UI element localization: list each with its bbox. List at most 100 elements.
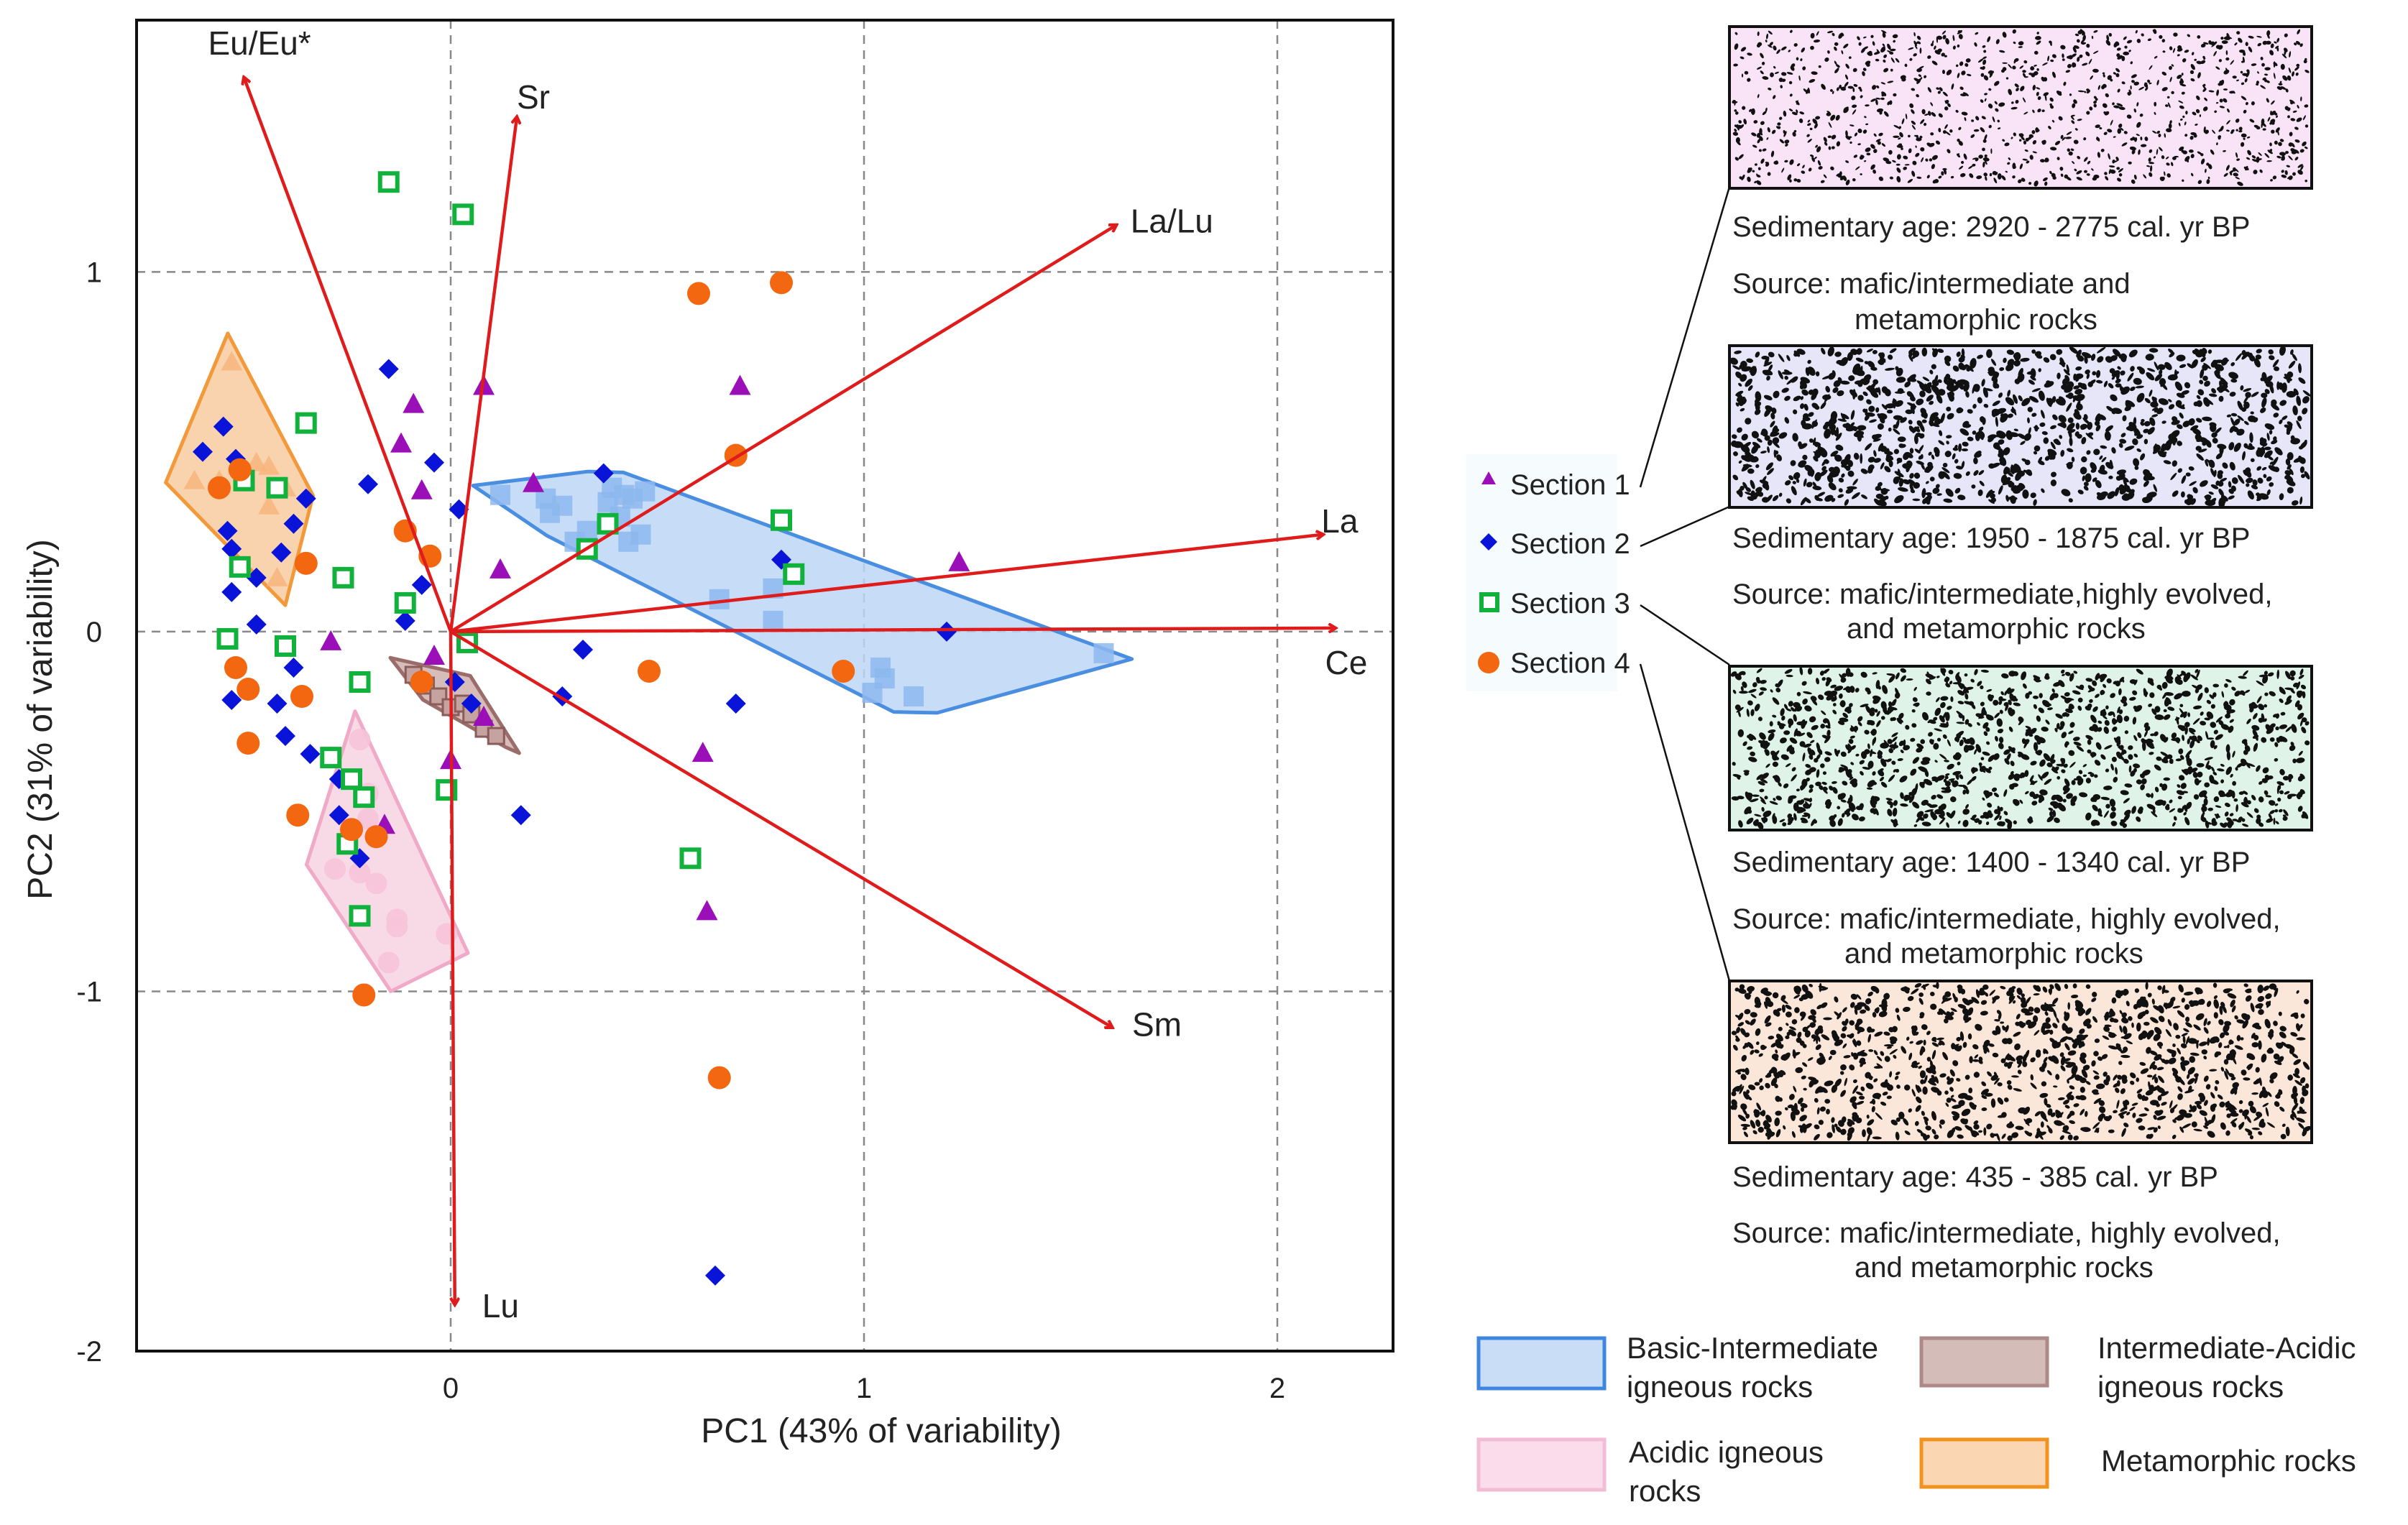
sample-age-3: Sedimentary age: 1400 - 1340 cal. yr BP (1732, 847, 2250, 878)
field-marker (1094, 643, 1114, 663)
field-marker (552, 496, 572, 516)
field-marker (863, 683, 883, 703)
point-section-3 (269, 479, 286, 497)
sample-source-2-line1: Source: mafic/intermediate,highly evolve… (1732, 579, 2272, 610)
sample-source-1-line2: metamorphic rocks (1855, 304, 2097, 336)
field-marker (709, 589, 730, 609)
point-section-2 (705, 1266, 725, 1286)
speckle (1770, 721, 1773, 726)
speckle (1908, 135, 1911, 138)
point-section-2 (726, 694, 746, 714)
sample-source-1-line1: Source: mafic/intermediate and (1732, 268, 2131, 300)
point-section-2 (573, 640, 593, 660)
loading-vector-ce (451, 628, 1336, 632)
point-section-1 (490, 558, 511, 579)
connector-section-1 (1640, 187, 1729, 487)
speckle (1884, 1044, 1893, 1046)
x-tick-label: 2 (1269, 1373, 1285, 1404)
sediment-texture-3 (1729, 666, 2312, 830)
point-section-1 (697, 900, 718, 920)
speckle (2041, 1121, 2044, 1128)
point-section-4 (352, 983, 375, 1006)
sample-panel-4: Sedimentary age: 435 - 385 cal. yr BP So… (1729, 981, 2312, 1284)
speckle (2019, 139, 2021, 142)
sample-source-3-line1: Source: mafic/intermediate, highly evolv… (1732, 903, 2281, 935)
speckle (1954, 997, 1958, 1003)
point-section-3 (351, 673, 369, 691)
series-legend: Section 1 Section 2 Section 3 Section 4 (1466, 454, 1630, 691)
point-section-2 (267, 694, 288, 714)
speckle (2031, 130, 2035, 134)
point-section-1 (423, 645, 445, 665)
sample-panel-3: Sedimentary age: 1400 - 1340 cal. yr BP … (1729, 666, 2312, 969)
speckle (1739, 691, 1748, 694)
point-section-2 (379, 359, 399, 379)
connector-lines (1640, 187, 1729, 981)
point-section-3 (322, 749, 339, 766)
field-marker (763, 611, 783, 631)
speckle (2274, 818, 2276, 825)
y-tick-label: -1 (76, 976, 102, 1008)
y-tick-label: -2 (76, 1336, 102, 1368)
point-section-2 (412, 575, 432, 595)
sample-age-1: Sedimentary age: 2920 - 2775 cal. yr BP (1732, 211, 2250, 243)
point-section-4 (832, 660, 855, 683)
speckle (1860, 453, 1862, 464)
point-section-4 (708, 1066, 731, 1089)
speckle (2154, 102, 2156, 106)
speckle (1942, 168, 1947, 170)
point-section-4 (290, 685, 313, 708)
y-axis-label: PC2 (31% of variability) (22, 539, 60, 900)
speckle (1964, 1119, 1968, 1123)
speckle (2164, 778, 2171, 781)
legend-marker-section-3 (1481, 594, 1497, 610)
loading-label-eu-eu: Eu/Eu* (208, 24, 311, 62)
point-section-3 (773, 512, 790, 529)
legend-label-section-4: Section 4 (1510, 648, 1630, 679)
point-section-3 (335, 569, 352, 586)
point-section-3 (351, 907, 369, 924)
speckle (2205, 499, 2215, 506)
speckle (2039, 693, 2043, 698)
point-section-3 (231, 558, 249, 576)
connector-section-2 (1640, 507, 1729, 546)
point-section-1 (390, 433, 412, 453)
point-section-3 (277, 637, 294, 655)
speckle (1898, 436, 1906, 442)
point-section-1 (730, 375, 751, 395)
speckle (2052, 176, 2056, 180)
sample-panel-1: Sedimentary age: 2920 - 2775 cal. yr BP … (1729, 27, 2312, 336)
point-section-1 (692, 742, 714, 762)
loading-label-lu: Lu (482, 1287, 519, 1324)
y-tick-label: 1 (86, 257, 102, 288)
loading-vector-sr (451, 117, 517, 632)
point-section-1 (320, 630, 341, 650)
speckle (2022, 70, 2026, 73)
speckle (2202, 376, 2208, 381)
field-marker (366, 872, 387, 894)
speckle (1987, 371, 1998, 374)
loading-label-sr: Sr (517, 78, 550, 116)
field-marker (349, 729, 371, 750)
sample-source-3-line2: and metamorphic rocks (1844, 938, 2143, 969)
field-marker (488, 728, 504, 744)
point-section-3 (355, 788, 372, 806)
loading-label-la: La (1321, 502, 1359, 540)
point-section-3 (219, 630, 236, 648)
point-section-2 (284, 658, 304, 678)
field-marker (904, 686, 924, 706)
x-tick-label: 1 (856, 1373, 872, 1404)
point-section-3 (298, 415, 315, 432)
point-section-2 (511, 805, 531, 825)
sample-panel-2: Sedimentary age: 1950 - 1875 cal. yr BP … (1729, 345, 2312, 645)
point-section-4 (224, 656, 247, 679)
field-marker (378, 952, 400, 973)
point-section-4 (236, 678, 259, 701)
point-section-4 (286, 803, 309, 826)
speckle (2233, 798, 2238, 802)
speckle (1969, 1056, 1972, 1063)
speckle (2080, 383, 2087, 389)
